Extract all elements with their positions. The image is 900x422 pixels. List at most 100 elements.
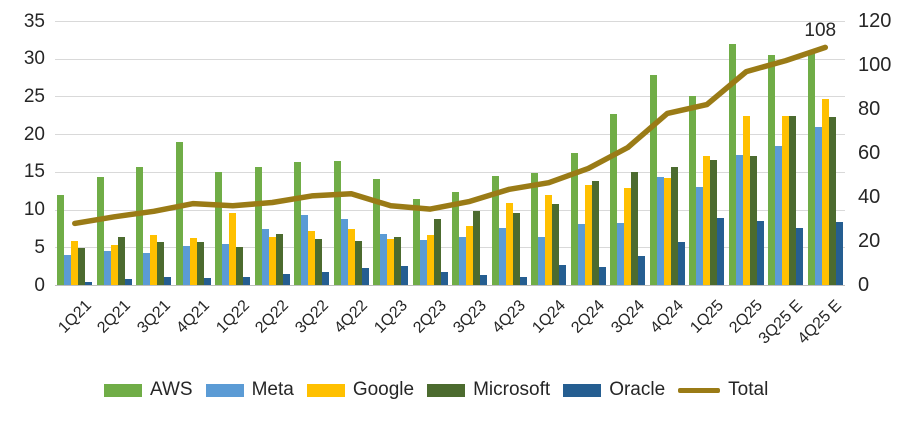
bar-oracle: [796, 227, 804, 285]
bar-microsoft: [512, 212, 520, 285]
y-tick-label-left: 25: [23, 85, 45, 107]
bar-oracle: [85, 281, 93, 285]
x-tick-label: 4Q23: [489, 297, 530, 337]
bar-meta: [735, 155, 743, 285]
legend-label: Meta: [251, 379, 294, 400]
bar-google: [150, 235, 158, 285]
bar-microsoft: [552, 203, 560, 285]
y-tick-label-left: 5: [34, 236, 45, 258]
y-tick-label-left: 0: [34, 274, 45, 296]
y-tick-label-right: 80: [858, 98, 881, 120]
bar-google: [347, 229, 355, 285]
bar-meta: [301, 214, 309, 285]
y-tick-label-left: 10: [23, 199, 45, 221]
bar-oracle: [440, 272, 448, 285]
bar-google: [703, 156, 711, 285]
bar-oracle: [243, 277, 251, 285]
bar-group-3q21: [134, 166, 174, 285]
total-line: [72, 44, 829, 227]
y-tick-label-right: 40: [858, 186, 881, 208]
bar-group-3q23: [450, 192, 490, 285]
bar-aws: [531, 172, 539, 285]
legend-item-aws: AWS: [104, 379, 193, 401]
x-tick-label: 3Q22: [292, 297, 332, 337]
bar-google: [466, 226, 474, 285]
x-tick-label: 2Q21: [94, 297, 135, 337]
legend-swatch-google: [306, 383, 345, 397]
bar-aws: [215, 171, 223, 285]
bar-aws: [452, 192, 460, 285]
legend-item-microsoft: Microsoft: [427, 379, 550, 401]
bar-aws: [649, 75, 657, 285]
legend-label: Oracle: [609, 379, 666, 400]
bar-google: [308, 230, 316, 285]
bar-meta: [64, 254, 72, 285]
bar-meta: [380, 234, 388, 285]
bar-aws: [57, 194, 65, 285]
legend-swatch-total: [678, 387, 721, 393]
x-tick-label: 1Q22: [213, 297, 253, 337]
bar-meta: [814, 126, 822, 285]
bar-microsoft: [710, 159, 718, 285]
legend: AWS Meta Google Microsoft Oracle Total: [104, 377, 810, 403]
legend-label: Total: [728, 379, 769, 400]
bar-google: [426, 235, 434, 285]
bar-aws: [373, 178, 381, 285]
bar-oracle: [756, 220, 764, 285]
bar-google: [110, 245, 118, 285]
bar-meta: [498, 227, 506, 285]
x-tick-label: 4Q24: [647, 297, 688, 337]
y-tick-label-left: 35: [23, 10, 45, 32]
bar-microsoft: [117, 237, 125, 285]
bar-group-3q25e: [766, 54, 806, 285]
legend-item-meta: Meta: [205, 379, 294, 401]
gridline: [55, 285, 845, 286]
bar-meta: [538, 237, 546, 285]
bar-meta: [261, 229, 269, 285]
bar-aws: [807, 52, 815, 285]
bar-group-4q25e: [806, 52, 846, 285]
bar-oracle: [835, 222, 843, 285]
y-tick-label-right: 120: [858, 10, 892, 32]
gridline: [55, 96, 845, 98]
bar-oracle: [638, 255, 646, 285]
bar-oracle: [401, 266, 409, 285]
bar-group-2q24: [569, 153, 609, 285]
bar-group-3q22: [292, 162, 332, 285]
legend-item-total: Total: [678, 379, 768, 401]
bar-meta: [340, 218, 348, 285]
x-tick-label: 1Q21: [55, 297, 95, 337]
bar-aws: [333, 160, 341, 285]
bar-google: [387, 239, 395, 285]
bar-google: [268, 236, 276, 285]
bar-microsoft: [591, 180, 599, 285]
bar-aws: [254, 167, 262, 285]
bar-aws: [294, 162, 302, 285]
bar-meta: [103, 251, 111, 285]
bar-meta: [459, 236, 467, 285]
bar-group-1q24: [529, 172, 569, 285]
bar-microsoft: [473, 211, 481, 285]
x-tick-label: 1Q23: [371, 297, 411, 337]
y-tick-label-right: 20: [858, 230, 881, 252]
bar-oracle: [203, 278, 211, 285]
bar-oracle: [124, 278, 132, 285]
bar-google: [821, 98, 829, 285]
gridline: [55, 134, 845, 136]
bar-google: [782, 116, 790, 285]
x-tick-label: 1Q25: [687, 297, 727, 337]
x-tick-label: 4Q22: [331, 297, 372, 337]
gridline: [55, 21, 845, 22]
bar-oracle: [717, 217, 725, 285]
bar-oracle: [559, 264, 567, 285]
bar-meta: [143, 253, 151, 285]
bar-microsoft: [157, 242, 165, 285]
bar-group-2q22: [253, 167, 293, 285]
bar-aws: [412, 199, 420, 285]
x-tick-label: 2Q24: [568, 297, 609, 337]
bar-aws: [491, 175, 499, 285]
bar-aws: [136, 166, 144, 285]
bar-oracle: [677, 242, 685, 285]
bar-aws: [610, 113, 618, 285]
